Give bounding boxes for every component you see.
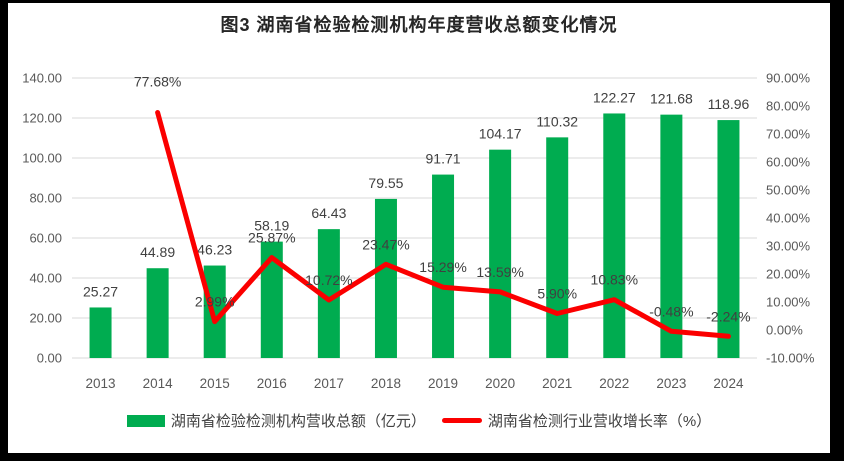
- bar-2024: [717, 120, 740, 358]
- y2-axis-tick-label: 70.00%: [766, 127, 811, 142]
- line-value-label: -2.24%: [706, 308, 750, 324]
- bar-value-label: 64.43: [311, 205, 346, 221]
- bar-value-label: 118.96: [708, 96, 750, 112]
- bar-2023: [660, 114, 683, 358]
- y2-axis-tick-label: 40.00%: [766, 211, 811, 226]
- bar-value-label: 122.27: [593, 89, 636, 105]
- y-axis-tick-label: 120.00: [22, 111, 62, 126]
- line-value-label: 23.47%: [362, 236, 409, 252]
- bar-2020: [489, 149, 512, 358]
- x-axis-tick-label: 2014: [143, 376, 174, 391]
- line-value-label: -0.48%: [649, 303, 693, 319]
- bar-value-label: 46.23: [197, 242, 232, 258]
- chart-title: 图3 湖南省检验检测机构年度营收总额变化情况: [220, 15, 618, 35]
- y2-axis-tick-label: 0.00%: [766, 323, 803, 338]
- bar-series-label: 湖南省检验检测机构营收总额（亿元）: [170, 413, 426, 430]
- x-axis-tick-label: 2023: [656, 376, 686, 391]
- y2-axis-tick-label: 50.00%: [766, 183, 811, 198]
- y-axis-tick-label: 0.00: [37, 351, 62, 366]
- line-value-label: 5.90%: [537, 285, 577, 301]
- line-value-label: 2.99%: [195, 294, 235, 310]
- bar-value-label: 104.17: [479, 126, 522, 142]
- bar-2021: [546, 137, 569, 358]
- x-axis-tick-label: 2013: [86, 376, 116, 391]
- x-axis-tick-label: 2020: [485, 376, 515, 391]
- x-axis-tick-label: 2016: [257, 376, 287, 391]
- bar-2022: [603, 113, 626, 359]
- bar-value-label: 25.27: [83, 283, 118, 299]
- y2-axis-tick-label: 20.00%: [766, 267, 811, 282]
- bar-2018: [374, 198, 397, 358]
- line-value-label: 25.87%: [248, 230, 295, 246]
- x-axis-tick-label: 2021: [542, 376, 572, 391]
- x-axis-tick-label: 2018: [371, 376, 401, 391]
- legend-item-revenue: 湖南省检验检测机构营收总额（亿元）: [126, 410, 426, 431]
- bar-value-label: 58.19: [254, 218, 289, 234]
- chart-legend: 湖南省检验检测机构营收总额（亿元） 湖南省检测行业营收增长率（%）: [8, 410, 830, 431]
- y-axis-tick-label: 100.00: [22, 151, 62, 166]
- x-axis-tick-label: 2017: [314, 376, 344, 391]
- bar-value-label: 44.89: [140, 244, 175, 260]
- y2-axis-tick-label: 60.00%: [766, 155, 811, 170]
- chart-canvas: 0.00 20.00 40.00 60.00 80.00 100.00 120.00 140.…: [22, 71, 815, 392]
- y-axis-tick-label: 20.00: [29, 311, 62, 326]
- bar-2017: [317, 229, 340, 358]
- y-axis-tick-label: 80.00: [29, 191, 62, 206]
- bar-2013: [89, 307, 112, 358]
- x-axis-tick-label: 2015: [200, 376, 230, 391]
- line-value-label: 10.83%: [591, 272, 638, 288]
- chart-area: 图3 湖南省检验检测机构年度营收总额变化情况 0.00 20.00 40.00 60.…: [8, 3, 830, 453]
- x-axis-tick-label: 2019: [428, 376, 458, 391]
- y-axis-tick-label: 40.00: [29, 271, 62, 286]
- bar-2019: [432, 174, 455, 358]
- y2-axis-tick-label: -10.00%: [766, 351, 815, 366]
- line-value-label: 10.72%: [305, 272, 352, 288]
- y2-axis-tick-label: 30.00%: [766, 239, 811, 254]
- line-value-label: 13.59%: [476, 264, 523, 280]
- x-axis-tick-label: 2024: [713, 376, 744, 391]
- y2-axis-tick-label: 10.00%: [766, 295, 811, 310]
- bar-series-swatch-icon: [126, 414, 165, 427]
- bar-value-label: 91.71: [426, 151, 461, 167]
- y2-axis-tick-label: 80.00%: [766, 99, 811, 114]
- y2-axis-tick-label: 90.00%: [766, 71, 811, 86]
- y-axis-tick-label: 60.00: [29, 231, 62, 246]
- bar-value-label: 121.68: [650, 91, 693, 107]
- line-value-label: 15.29%: [419, 259, 466, 275]
- line-series-swatch-icon: [441, 418, 482, 423]
- legend-item-growth: 湖南省检测行业营收增长率（%）: [441, 410, 712, 431]
- line-series-label: 湖南省检测行业营收增长率（%）: [487, 413, 712, 430]
- bar-2015: [203, 265, 226, 358]
- bar-value-label: 110.32: [536, 113, 578, 129]
- growth-line: [155, 110, 731, 339]
- y-axis-tick-label: 140.00: [22, 71, 62, 86]
- line-value-label: 77.68%: [134, 73, 181, 89]
- x-axis-tick-label: 2022: [599, 376, 629, 391]
- bar-value-label: 79.55: [368, 175, 403, 191]
- bar-2016: [260, 241, 283, 358]
- bar-2014: [146, 268, 169, 358]
